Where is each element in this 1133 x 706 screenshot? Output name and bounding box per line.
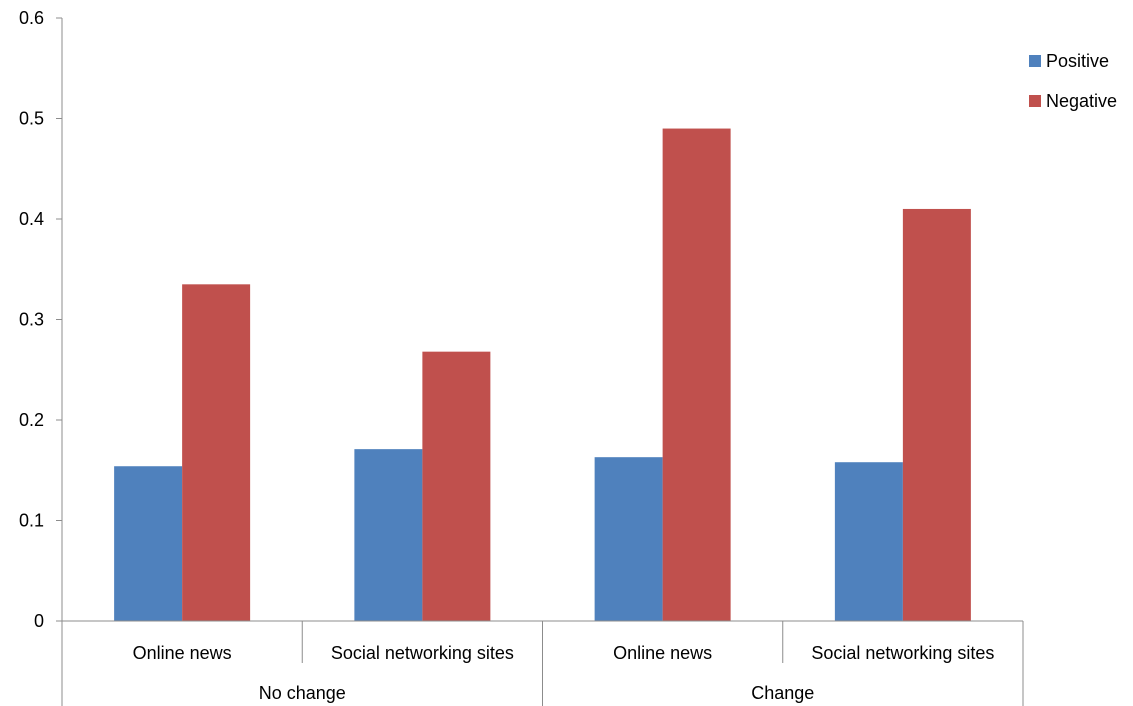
y-tick-label: 0.6 [19,8,44,28]
x-category-label: Online news [133,643,232,663]
bar-positive-1 [354,449,423,621]
bar-negative-0 [182,284,251,621]
legend: Positive Negative [1029,51,1117,111]
x-group-label: No change [259,683,346,703]
bar-negative-1 [422,351,491,621]
y-tick-label: 0.3 [19,310,44,330]
legend-swatch-negative [1029,95,1041,107]
x-category-label: Online news [613,643,712,663]
bar-positive-3 [834,462,903,621]
x-group-label: Change [751,683,814,703]
legend-label-negative: Negative [1046,91,1117,111]
y-axis: 0 0.1 0.2 0.3 0.4 0.5 0.6 [19,8,63,706]
y-tick-label: 0.4 [19,209,44,229]
x-category-label: Social networking sites [331,643,514,663]
y-tick-label: 0 [34,611,44,631]
y-tick-label: 0.5 [19,109,44,129]
x-category-label: Social networking sites [811,643,994,663]
legend-label-positive: Positive [1046,51,1109,71]
bar-negative-2 [662,128,731,622]
y-tick-label: 0.2 [19,410,44,430]
bar-positive-2 [594,457,663,621]
legend-swatch-positive [1029,55,1041,67]
bar-positive-0 [114,466,183,621]
x-axis: Online news Social networking sites Online… [62,620,1024,706]
y-tick-label: 0.1 [19,511,44,531]
bars [114,128,971,622]
bar-negative-3 [902,208,971,621]
